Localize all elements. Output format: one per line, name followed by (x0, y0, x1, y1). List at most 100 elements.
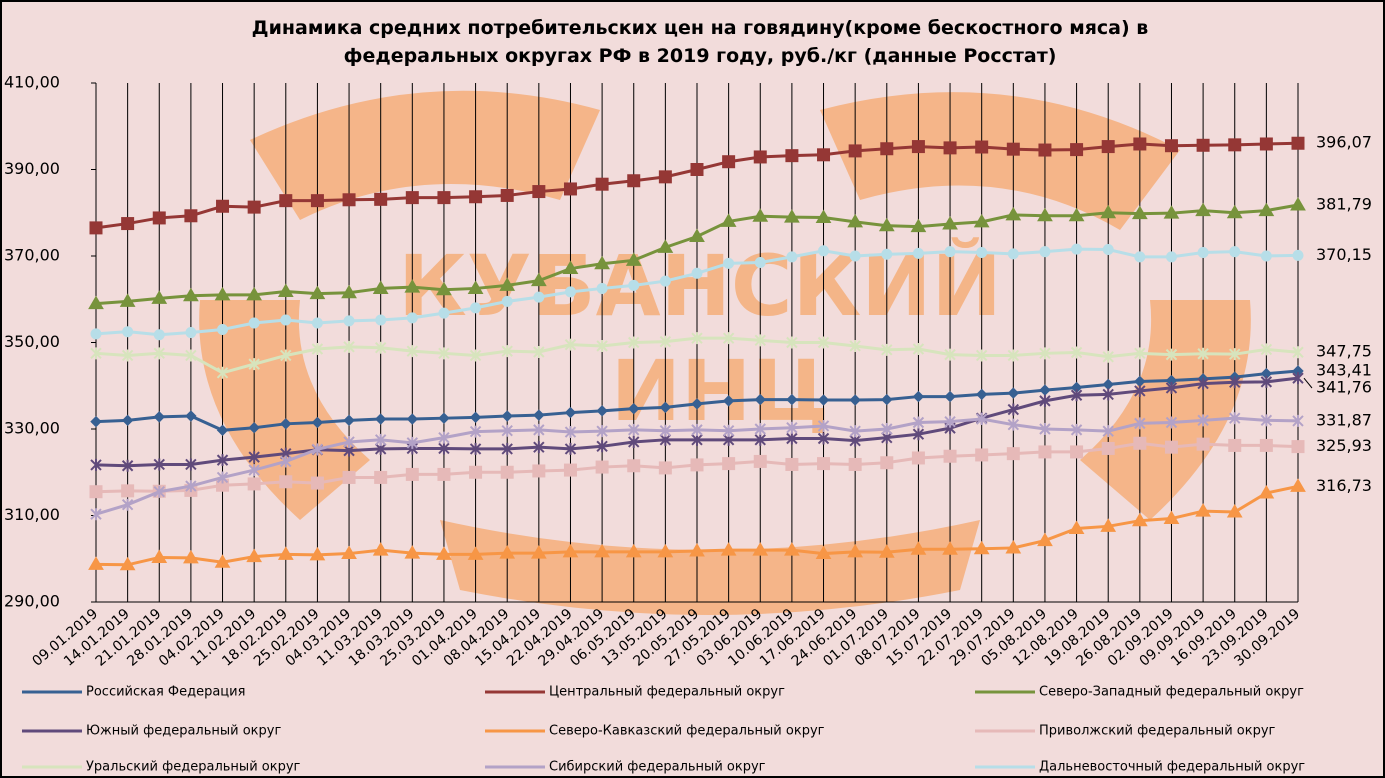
marker (153, 329, 165, 341)
marker (151, 290, 168, 304)
marker (659, 401, 672, 414)
marker (563, 463, 577, 477)
marker (90, 415, 102, 428)
marker (185, 458, 197, 471)
marker (438, 442, 450, 455)
marker (530, 272, 547, 287)
marker (1102, 425, 1114, 438)
marker (533, 291, 545, 303)
end-label: 347,75 (1316, 342, 1372, 361)
marker (881, 248, 893, 260)
marker (720, 213, 737, 227)
y-tick-label: 390,00 (4, 159, 60, 178)
marker (973, 213, 990, 228)
marker (247, 477, 261, 491)
marker (911, 451, 925, 465)
marker (311, 317, 323, 329)
marker (975, 448, 989, 462)
marker (1006, 142, 1020, 156)
chart-title: федеральных округах РФ в 2019 году, руб.… (344, 45, 1057, 67)
marker (499, 277, 516, 291)
marker (311, 342, 324, 355)
marker (878, 544, 895, 558)
marker (720, 542, 737, 556)
marker (342, 193, 356, 207)
marker (343, 414, 355, 427)
watermark-shape (440, 520, 980, 615)
marker (406, 345, 419, 358)
marker (1039, 423, 1051, 435)
marker (1038, 445, 1052, 459)
marker (248, 464, 260, 477)
marker (1039, 347, 1051, 360)
marker (1070, 423, 1083, 436)
marker (562, 543, 579, 558)
marker (1226, 504, 1243, 518)
marker (1197, 247, 1209, 259)
y-tick-label: 350,00 (4, 332, 60, 351)
marker (596, 425, 608, 438)
marker (849, 425, 861, 438)
marker (1258, 202, 1275, 217)
marker (628, 423, 640, 436)
marker (595, 177, 609, 191)
marker (1291, 136, 1305, 150)
marker (88, 556, 104, 570)
marker (912, 416, 925, 429)
marker (121, 498, 134, 511)
marker (1102, 388, 1114, 401)
marker (1260, 250, 1272, 262)
marker (438, 347, 450, 360)
marker (1006, 447, 1020, 461)
marker (183, 287, 199, 302)
marker (374, 433, 387, 446)
marker (153, 347, 165, 360)
marker (754, 423, 766, 435)
marker (121, 484, 135, 498)
marker (248, 317, 260, 329)
marker (1229, 412, 1241, 425)
marker (818, 245, 830, 257)
marker (309, 546, 326, 561)
marker (500, 465, 514, 479)
marker (817, 457, 831, 471)
marker (1163, 510, 1180, 525)
marker (90, 347, 102, 360)
marker (216, 454, 229, 467)
marker (1290, 197, 1306, 211)
marker (942, 541, 958, 555)
marker (1007, 248, 1019, 260)
marker (1007, 349, 1020, 362)
marker (1228, 438, 1242, 452)
watermark-text: ИНЦ (611, 342, 830, 440)
marker (246, 548, 263, 563)
marker (1134, 347, 1146, 360)
marker (246, 286, 263, 301)
marker (1229, 376, 1241, 389)
marker (1133, 137, 1147, 151)
marker (691, 398, 703, 410)
marker (1005, 206, 1022, 221)
marker (815, 209, 832, 224)
marker (404, 279, 421, 293)
marker (277, 546, 294, 560)
marker (406, 312, 418, 324)
marker (310, 476, 324, 490)
marker (88, 295, 104, 310)
marker (533, 423, 545, 436)
marker (1070, 346, 1083, 359)
marker (121, 414, 134, 427)
marker (436, 546, 452, 560)
marker (942, 216, 958, 230)
marker (1195, 202, 1211, 217)
marker (438, 412, 450, 424)
marker (562, 260, 579, 275)
leader-line (1303, 377, 1313, 389)
marker (659, 275, 671, 287)
marker (815, 545, 832, 560)
end-label: 331,87 (1316, 410, 1372, 429)
marker (372, 280, 389, 294)
marker (122, 326, 134, 338)
marker (90, 458, 102, 471)
marker (374, 341, 387, 354)
